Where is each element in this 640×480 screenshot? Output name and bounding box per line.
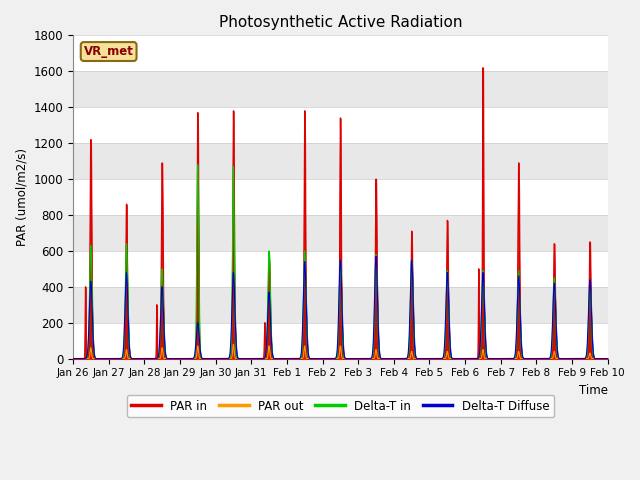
Bar [73,36,608,71]
Bar [73,215,608,251]
X-axis label: Time: Time [579,384,608,397]
Title: Photosynthetic Active Radiation: Photosynthetic Active Radiation [219,15,462,30]
Bar [73,107,608,143]
Bar [73,143,608,179]
Bar [73,179,608,215]
Bar [73,323,608,359]
Bar [73,251,608,287]
Bar [73,71,608,107]
Y-axis label: PAR (umol/m2/s): PAR (umol/m2/s) [15,148,28,246]
Text: VR_met: VR_met [84,45,134,58]
Legend: PAR in, PAR out, Delta-T in, Delta-T Diffuse: PAR in, PAR out, Delta-T in, Delta-T Dif… [127,395,554,417]
Bar [73,287,608,323]
